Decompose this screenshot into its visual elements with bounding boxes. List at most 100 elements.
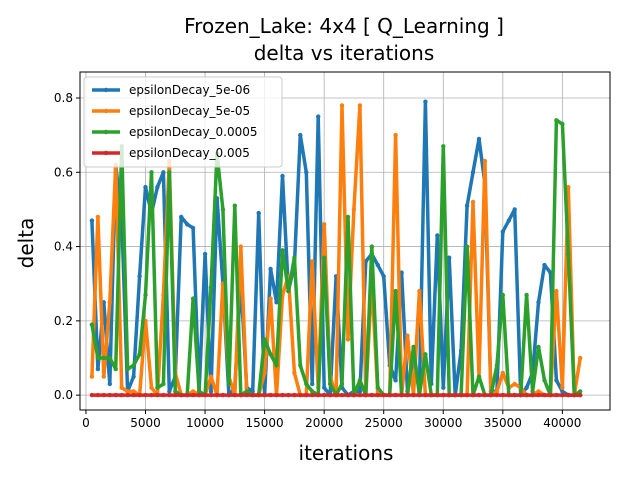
data-point <box>566 251 571 257</box>
data-point <box>560 389 565 394</box>
data-point <box>244 392 249 398</box>
data-point <box>339 392 345 398</box>
data-point <box>232 203 237 208</box>
data-point <box>238 392 243 398</box>
x-tick-label: 10000 <box>186 416 224 430</box>
data-point <box>107 300 113 305</box>
data-point <box>464 392 470 398</box>
data-point <box>262 392 267 398</box>
data-point <box>131 363 136 368</box>
data-point <box>190 392 196 398</box>
data-point <box>375 392 380 398</box>
data-point <box>542 392 547 398</box>
data-point <box>214 392 220 398</box>
data-point <box>554 288 559 294</box>
data-point <box>310 389 315 394</box>
data-point <box>316 114 321 119</box>
data-point <box>280 173 285 179</box>
data-point <box>95 355 101 361</box>
legend-marker <box>103 150 109 156</box>
data-point <box>274 392 279 398</box>
data-point <box>304 381 309 387</box>
y-axis-label: delta <box>14 218 38 269</box>
data-point <box>470 199 476 205</box>
data-point <box>262 370 267 376</box>
data-point <box>560 392 565 398</box>
data-point <box>131 392 136 398</box>
data-point <box>381 392 386 398</box>
data-point <box>405 333 410 338</box>
data-point <box>363 392 368 398</box>
data-point <box>250 392 255 398</box>
data-point <box>89 322 95 327</box>
data-point <box>101 374 107 379</box>
data-point <box>447 255 452 260</box>
data-point <box>131 374 136 379</box>
data-point <box>173 389 178 394</box>
data-point <box>369 244 374 249</box>
legend-item: epsilonDecay_5e-05 <box>92 104 250 118</box>
data-point <box>131 389 136 394</box>
series-epsilondecay-0-005 <box>89 392 583 398</box>
data-point <box>357 103 363 108</box>
data-point <box>310 381 315 387</box>
data-point <box>322 222 327 227</box>
data-point <box>578 392 583 398</box>
x-tick-label: 5000 <box>130 416 161 430</box>
data-point <box>280 392 285 398</box>
data-point <box>470 170 476 175</box>
data-point <box>119 385 124 390</box>
data-point <box>482 392 488 398</box>
data-point <box>458 392 464 398</box>
data-point <box>262 337 267 342</box>
data-point <box>196 389 202 394</box>
data-point <box>119 392 124 398</box>
data-point <box>435 233 440 238</box>
data-point <box>393 378 398 383</box>
data-point <box>524 392 529 398</box>
data-point <box>196 392 202 398</box>
data-point <box>518 392 523 398</box>
data-point <box>179 392 184 398</box>
data-point <box>167 170 172 175</box>
data-point <box>441 385 446 390</box>
data-point <box>399 392 404 398</box>
data-point <box>190 296 196 301</box>
data-point <box>208 389 214 394</box>
data-point <box>298 392 303 398</box>
data-point <box>500 370 505 376</box>
y-tick-label: 0.2 <box>54 314 73 328</box>
data-point <box>292 370 297 376</box>
data-point <box>137 352 142 357</box>
data-point <box>470 392 476 398</box>
data-point <box>327 392 333 398</box>
data-point <box>578 355 583 361</box>
data-point <box>387 392 392 398</box>
data-point <box>292 255 297 260</box>
x-tick-label: 40000 <box>543 416 581 430</box>
axis-ticks: 0 5000 10000 15000 20000 25000 30000 35000 40000… <box>54 91 582 430</box>
data-point <box>125 366 130 372</box>
data-point <box>524 292 529 298</box>
data-point <box>345 337 351 342</box>
data-point <box>417 392 422 398</box>
data-point <box>208 392 214 398</box>
data-point <box>345 392 351 398</box>
data-point <box>566 392 571 398</box>
data-point <box>536 300 541 305</box>
data-point <box>500 229 505 234</box>
data-point <box>101 392 107 398</box>
data-point <box>447 392 452 398</box>
data-point <box>304 170 309 175</box>
data-point <box>268 266 273 272</box>
legend-marker <box>103 129 109 135</box>
legend-box <box>83 76 283 168</box>
data-point <box>453 392 458 398</box>
data-point <box>107 392 113 398</box>
data-point <box>155 392 160 398</box>
data-point <box>333 392 339 398</box>
data-point <box>554 118 559 123</box>
data-point <box>238 244 243 249</box>
data-point <box>220 207 226 212</box>
